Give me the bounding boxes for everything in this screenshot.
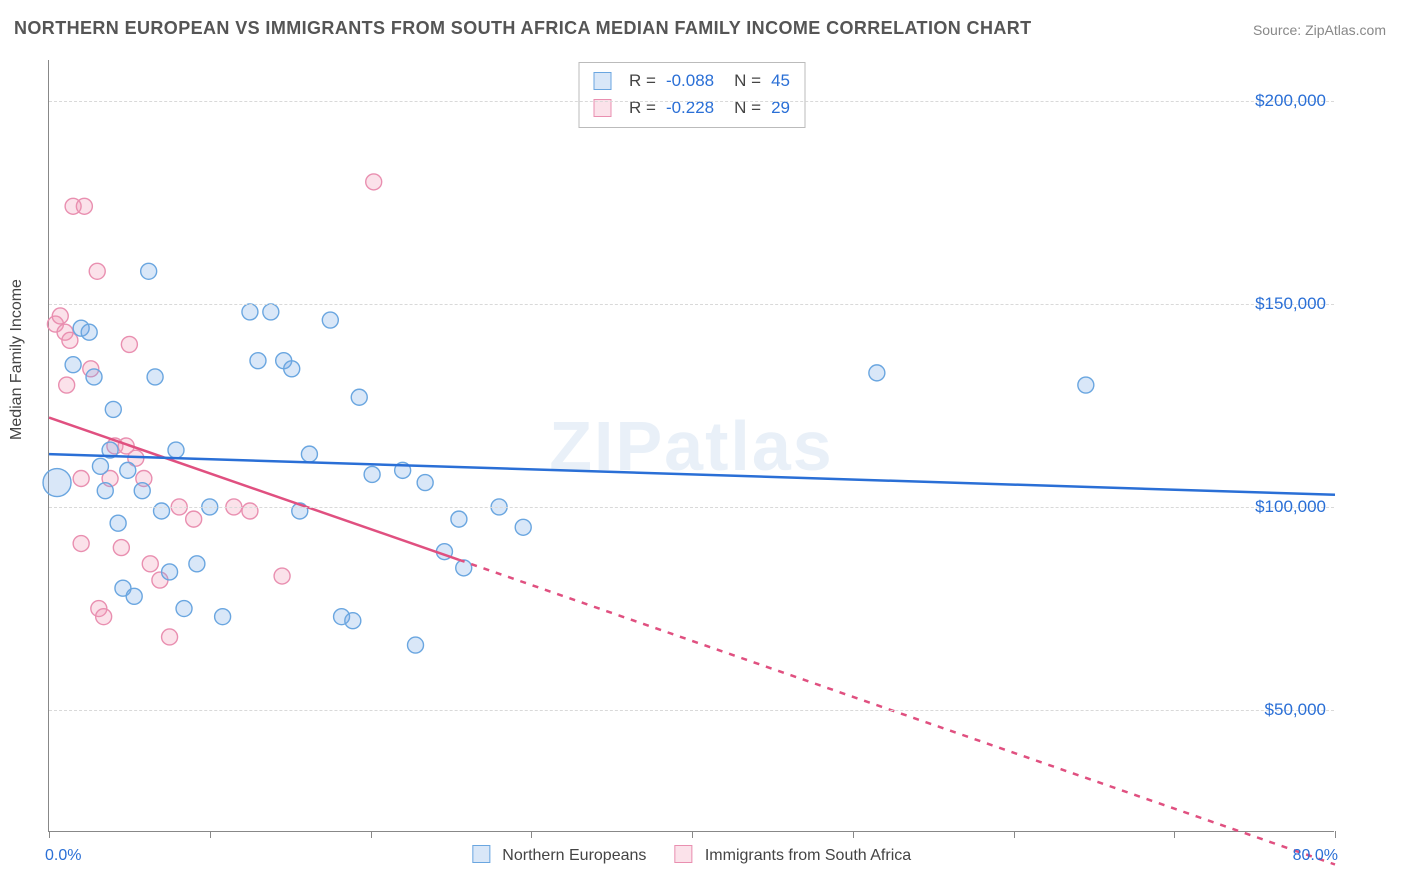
data-point xyxy=(73,471,89,487)
data-point xyxy=(301,446,317,462)
y-axis-label: Median Family Income xyxy=(8,279,26,440)
x-tick xyxy=(1014,831,1015,838)
x-axis-max-label: 80.0% xyxy=(1293,847,1338,865)
data-point xyxy=(168,442,184,458)
data-point xyxy=(134,483,150,499)
gridline xyxy=(49,507,1334,508)
data-point xyxy=(242,503,258,519)
data-point xyxy=(1078,377,1094,393)
gridline xyxy=(49,101,1334,102)
data-point xyxy=(162,629,178,645)
data-point xyxy=(250,353,266,369)
data-point xyxy=(92,458,108,474)
x-tick xyxy=(210,831,211,838)
chart-title: NORTHERN EUROPEAN VS IMMIGRANTS FROM SOU… xyxy=(14,18,1032,39)
data-point xyxy=(59,377,75,393)
data-point xyxy=(366,174,382,190)
data-point xyxy=(73,536,89,552)
plot-area: ZIPatlas R = -0.088 N = 45 R = -0.228 N … xyxy=(48,60,1334,832)
data-point xyxy=(515,519,531,535)
legend-item-1: Northern Europeans xyxy=(472,845,647,865)
data-point xyxy=(215,609,231,625)
gridline xyxy=(49,710,1334,711)
chart-svg xyxy=(49,60,1335,832)
data-point xyxy=(274,568,290,584)
data-point xyxy=(417,475,433,491)
x-tick xyxy=(49,831,50,838)
data-point xyxy=(126,588,142,604)
data-point xyxy=(154,503,170,519)
data-point xyxy=(869,365,885,381)
x-tick xyxy=(853,831,854,838)
data-point xyxy=(162,564,178,580)
data-point xyxy=(105,401,121,417)
bottom-legend: Northern Europeans Immigrants from South… xyxy=(472,845,911,865)
data-point xyxy=(43,469,71,497)
data-point xyxy=(96,609,112,625)
x-tick xyxy=(531,831,532,838)
data-point xyxy=(76,198,92,214)
data-point xyxy=(408,637,424,653)
data-point xyxy=(81,324,97,340)
data-point xyxy=(345,613,361,629)
y-tick-label: $150,000 xyxy=(1255,294,1326,314)
data-point xyxy=(364,466,380,482)
data-point xyxy=(186,511,202,527)
data-point xyxy=(97,483,113,499)
gridline xyxy=(49,304,1334,305)
data-point xyxy=(322,312,338,328)
data-point xyxy=(147,369,163,385)
data-point xyxy=(113,540,129,556)
x-tick xyxy=(692,831,693,838)
legend-label-2: Immigrants from South Africa xyxy=(705,847,911,864)
data-point xyxy=(351,389,367,405)
data-point xyxy=(176,601,192,617)
data-point xyxy=(451,511,467,527)
data-point xyxy=(141,263,157,279)
x-axis-min-label: 0.0% xyxy=(45,847,81,865)
legend-item-2: Immigrants from South Africa xyxy=(674,845,911,865)
x-tick xyxy=(1335,831,1336,838)
swatch-series2-icon xyxy=(674,845,692,863)
chart-container: NORTHERN EUROPEAN VS IMMIGRANTS FROM SOU… xyxy=(0,0,1406,892)
swatch-series1-icon xyxy=(472,845,490,863)
source-label: Source: ZipAtlas.com xyxy=(1253,22,1386,38)
data-point xyxy=(65,357,81,373)
data-point xyxy=(86,369,102,385)
data-point xyxy=(120,462,136,478)
x-tick xyxy=(1174,831,1175,838)
data-point xyxy=(121,336,137,352)
data-point xyxy=(89,263,105,279)
data-point xyxy=(242,304,258,320)
data-point xyxy=(142,556,158,572)
trendline xyxy=(49,454,1335,495)
y-tick-label: $200,000 xyxy=(1255,91,1326,111)
data-point xyxy=(284,361,300,377)
legend-label-1: Northern Europeans xyxy=(502,847,646,864)
y-tick-label: $100,000 xyxy=(1255,497,1326,517)
data-point xyxy=(110,515,126,531)
data-point xyxy=(263,304,279,320)
data-point xyxy=(189,556,205,572)
trendline xyxy=(459,560,1335,865)
data-point xyxy=(52,308,68,324)
y-tick-label: $50,000 xyxy=(1265,700,1326,720)
x-tick xyxy=(371,831,372,838)
